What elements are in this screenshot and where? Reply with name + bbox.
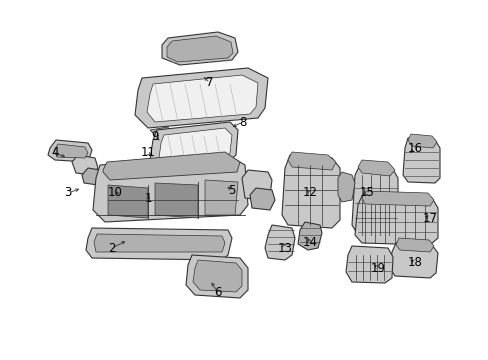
Text: 11: 11 xyxy=(140,147,155,159)
Polygon shape xyxy=(103,152,240,180)
Text: 16: 16 xyxy=(407,141,422,154)
Text: 12: 12 xyxy=(302,186,317,199)
Polygon shape xyxy=(150,127,170,135)
Polygon shape xyxy=(204,180,238,215)
Polygon shape xyxy=(287,152,335,170)
Polygon shape xyxy=(54,144,88,158)
Polygon shape xyxy=(135,68,267,128)
Text: 6: 6 xyxy=(214,287,221,300)
Polygon shape xyxy=(242,170,271,200)
Polygon shape xyxy=(351,165,397,238)
Polygon shape xyxy=(389,243,437,278)
Polygon shape xyxy=(193,260,242,292)
Text: 19: 19 xyxy=(370,261,385,274)
Polygon shape xyxy=(264,225,294,260)
Polygon shape xyxy=(155,183,198,218)
Text: 7: 7 xyxy=(206,77,213,90)
Text: 5: 5 xyxy=(228,184,235,197)
Polygon shape xyxy=(337,172,354,202)
Polygon shape xyxy=(48,140,92,162)
Polygon shape xyxy=(86,228,231,260)
Text: 14: 14 xyxy=(302,237,317,249)
Polygon shape xyxy=(357,160,394,176)
Text: 3: 3 xyxy=(64,186,72,199)
Text: 18: 18 xyxy=(407,256,422,270)
Text: 1: 1 xyxy=(144,192,151,204)
Polygon shape xyxy=(72,155,98,175)
Polygon shape xyxy=(185,255,247,298)
Polygon shape xyxy=(407,134,436,148)
Polygon shape xyxy=(94,234,224,252)
Text: 10: 10 xyxy=(107,186,122,199)
Text: 2: 2 xyxy=(108,242,116,255)
Text: 9: 9 xyxy=(151,130,159,144)
Polygon shape xyxy=(108,185,148,218)
Polygon shape xyxy=(282,155,339,228)
Polygon shape xyxy=(354,196,437,245)
Polygon shape xyxy=(93,155,247,222)
Text: 17: 17 xyxy=(422,211,437,225)
Polygon shape xyxy=(150,122,238,170)
Polygon shape xyxy=(82,168,102,185)
Polygon shape xyxy=(105,178,120,190)
Polygon shape xyxy=(147,75,258,122)
Text: 8: 8 xyxy=(239,116,246,129)
Polygon shape xyxy=(162,32,238,65)
Polygon shape xyxy=(361,191,433,206)
Text: 4: 4 xyxy=(51,147,59,159)
Polygon shape xyxy=(159,128,231,166)
Polygon shape xyxy=(297,222,321,250)
Polygon shape xyxy=(167,36,232,62)
Polygon shape xyxy=(402,138,439,183)
Polygon shape xyxy=(395,238,433,252)
Text: 13: 13 xyxy=(277,242,292,255)
Polygon shape xyxy=(249,188,274,210)
Text: 15: 15 xyxy=(359,186,374,199)
Polygon shape xyxy=(346,246,392,283)
